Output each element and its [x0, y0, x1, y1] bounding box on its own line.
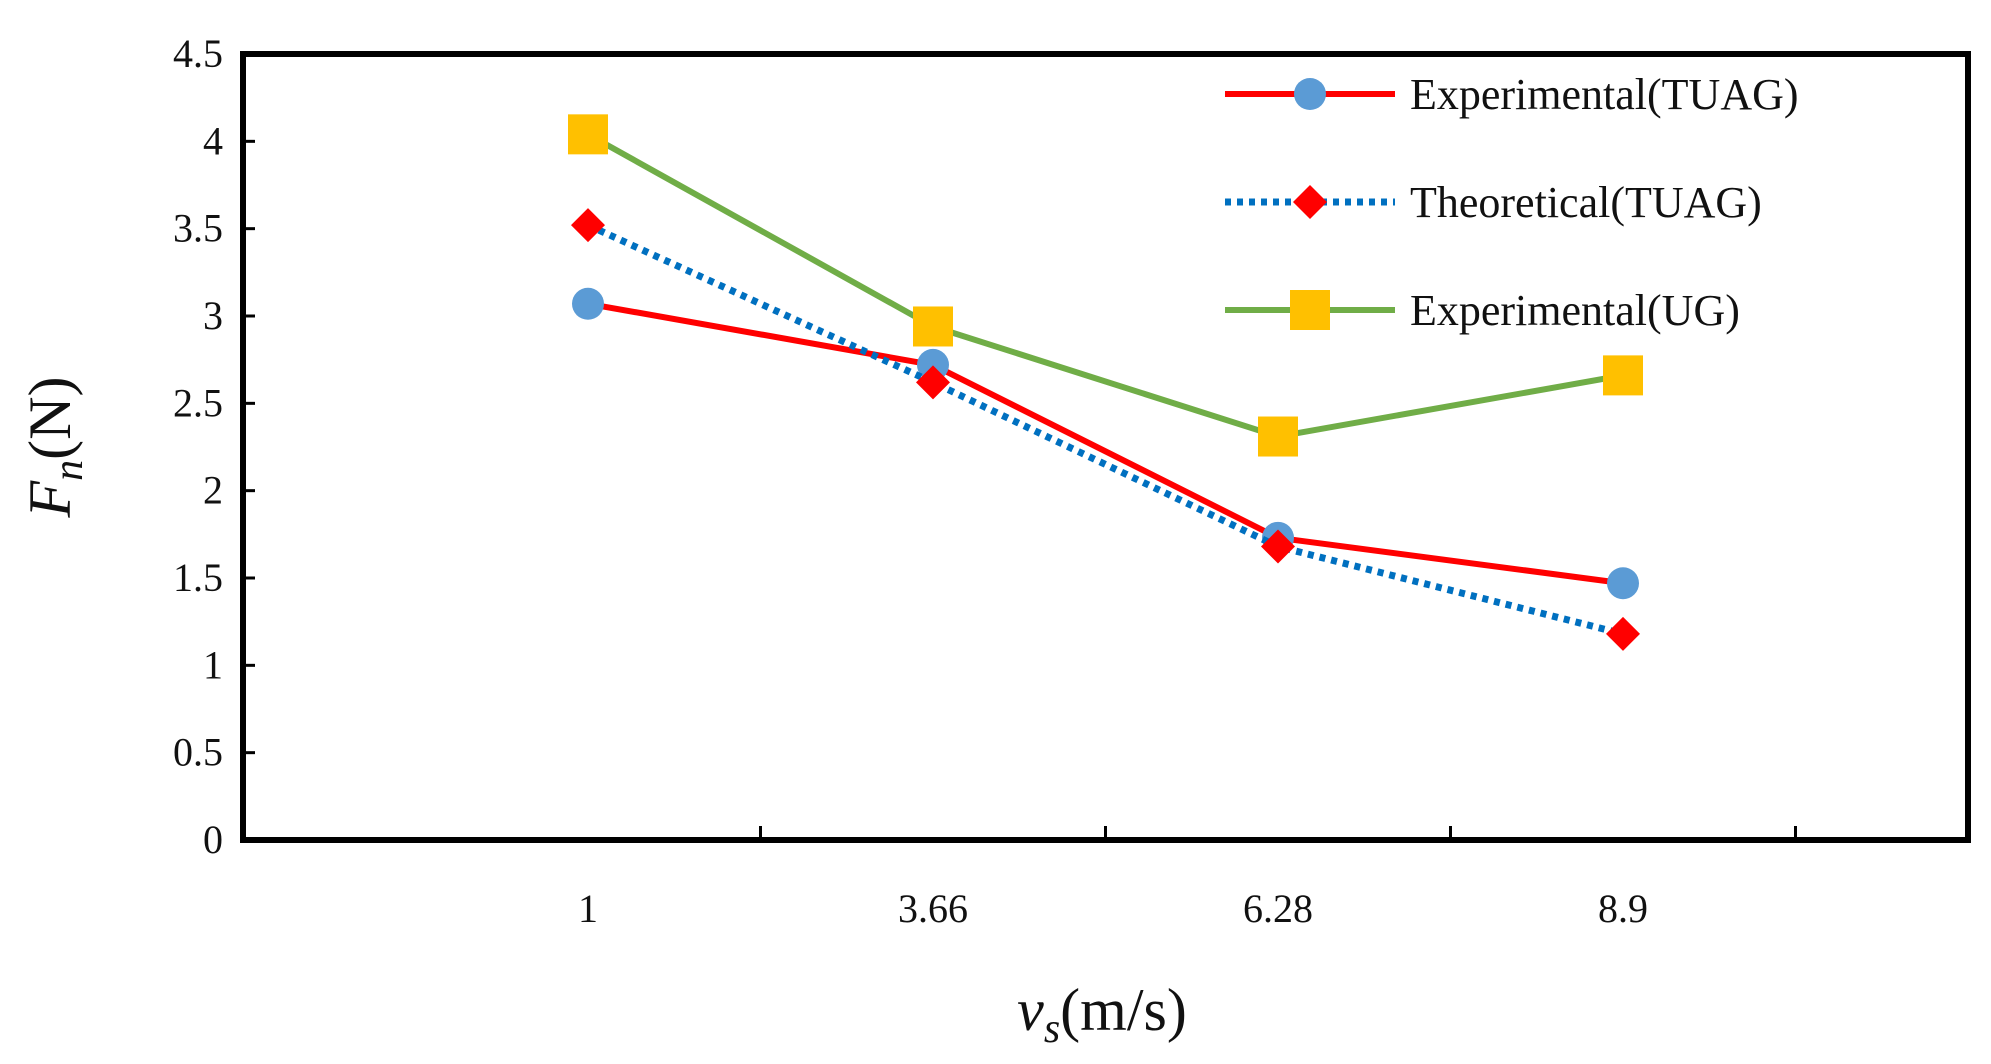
legend-marker-diamond: [1293, 185, 1327, 219]
y-tick-label: 4: [203, 118, 223, 163]
series-2: [571, 208, 1640, 651]
series-3: [568, 114, 1643, 457]
x-axis-title: vs(m/s): [1017, 977, 1187, 1052]
series-layer: [568, 114, 1643, 651]
legend-entry: Theoretical(TUAG): [1225, 178, 1762, 227]
data-point-circle: [572, 287, 604, 320]
series-line: [586, 131, 1624, 440]
y-axis-title: Fn(N): [17, 377, 92, 519]
data-point-square: [1258, 416, 1298, 457]
x-tick-label: 3.66: [898, 886, 968, 931]
data-point-circle: [917, 348, 949, 381]
plot-area-frame: [240, 51, 1971, 843]
y-axis-ticks: 0 0.5 1 1.5 2 2.5 3 3.5 4 4.5: [173, 31, 255, 862]
data-point-diamond: [1261, 529, 1295, 564]
legend-label: Experimental(UG): [1410, 286, 1740, 335]
data-point-diamond: [916, 365, 950, 400]
legend-entry: Experimental(UG): [1225, 286, 1740, 335]
data-point-circle: [1607, 567, 1639, 600]
data-point-square: [913, 306, 953, 347]
y-tick-label: 0.5: [173, 730, 223, 775]
data-point-diamond: [1606, 616, 1640, 651]
series-line: [587, 300, 1624, 587]
legend-marker-square: [1290, 290, 1330, 330]
data-point-square: [568, 114, 608, 155]
y-tick-label: 2: [203, 468, 223, 513]
data-point-diamond: [571, 208, 605, 243]
series-line: [586, 221, 1624, 638]
y-tick-label: 4.5: [173, 31, 223, 76]
x-tick-label: 6.28: [1243, 886, 1313, 931]
x-tick-label: 1: [578, 886, 598, 931]
y-tick-label: 1.5: [173, 555, 223, 600]
legend-label: Theoretical(TUAG): [1410, 178, 1762, 227]
y-tick-label: 1: [203, 642, 223, 687]
legend-label: Experimental(TUAG): [1410, 70, 1799, 119]
legend-entry: Experimental(TUAG): [1225, 70, 1799, 119]
y-tick-label: 0: [203, 817, 223, 862]
legend: Experimental(TUAG) Theoretical(TUAG) Exper…: [1225, 70, 1799, 335]
data-point-square: [1603, 355, 1643, 396]
y-tick-label: 3: [203, 293, 223, 338]
y-tick-label: 2.5: [173, 380, 223, 425]
x-axis-ticks: 1 3.66 6.28 8.9: [578, 826, 1797, 931]
y-tick-label: 3.5: [173, 206, 223, 251]
legend-marker-circle: [1294, 78, 1326, 110]
x-tick-label: 8.9: [1598, 886, 1648, 931]
